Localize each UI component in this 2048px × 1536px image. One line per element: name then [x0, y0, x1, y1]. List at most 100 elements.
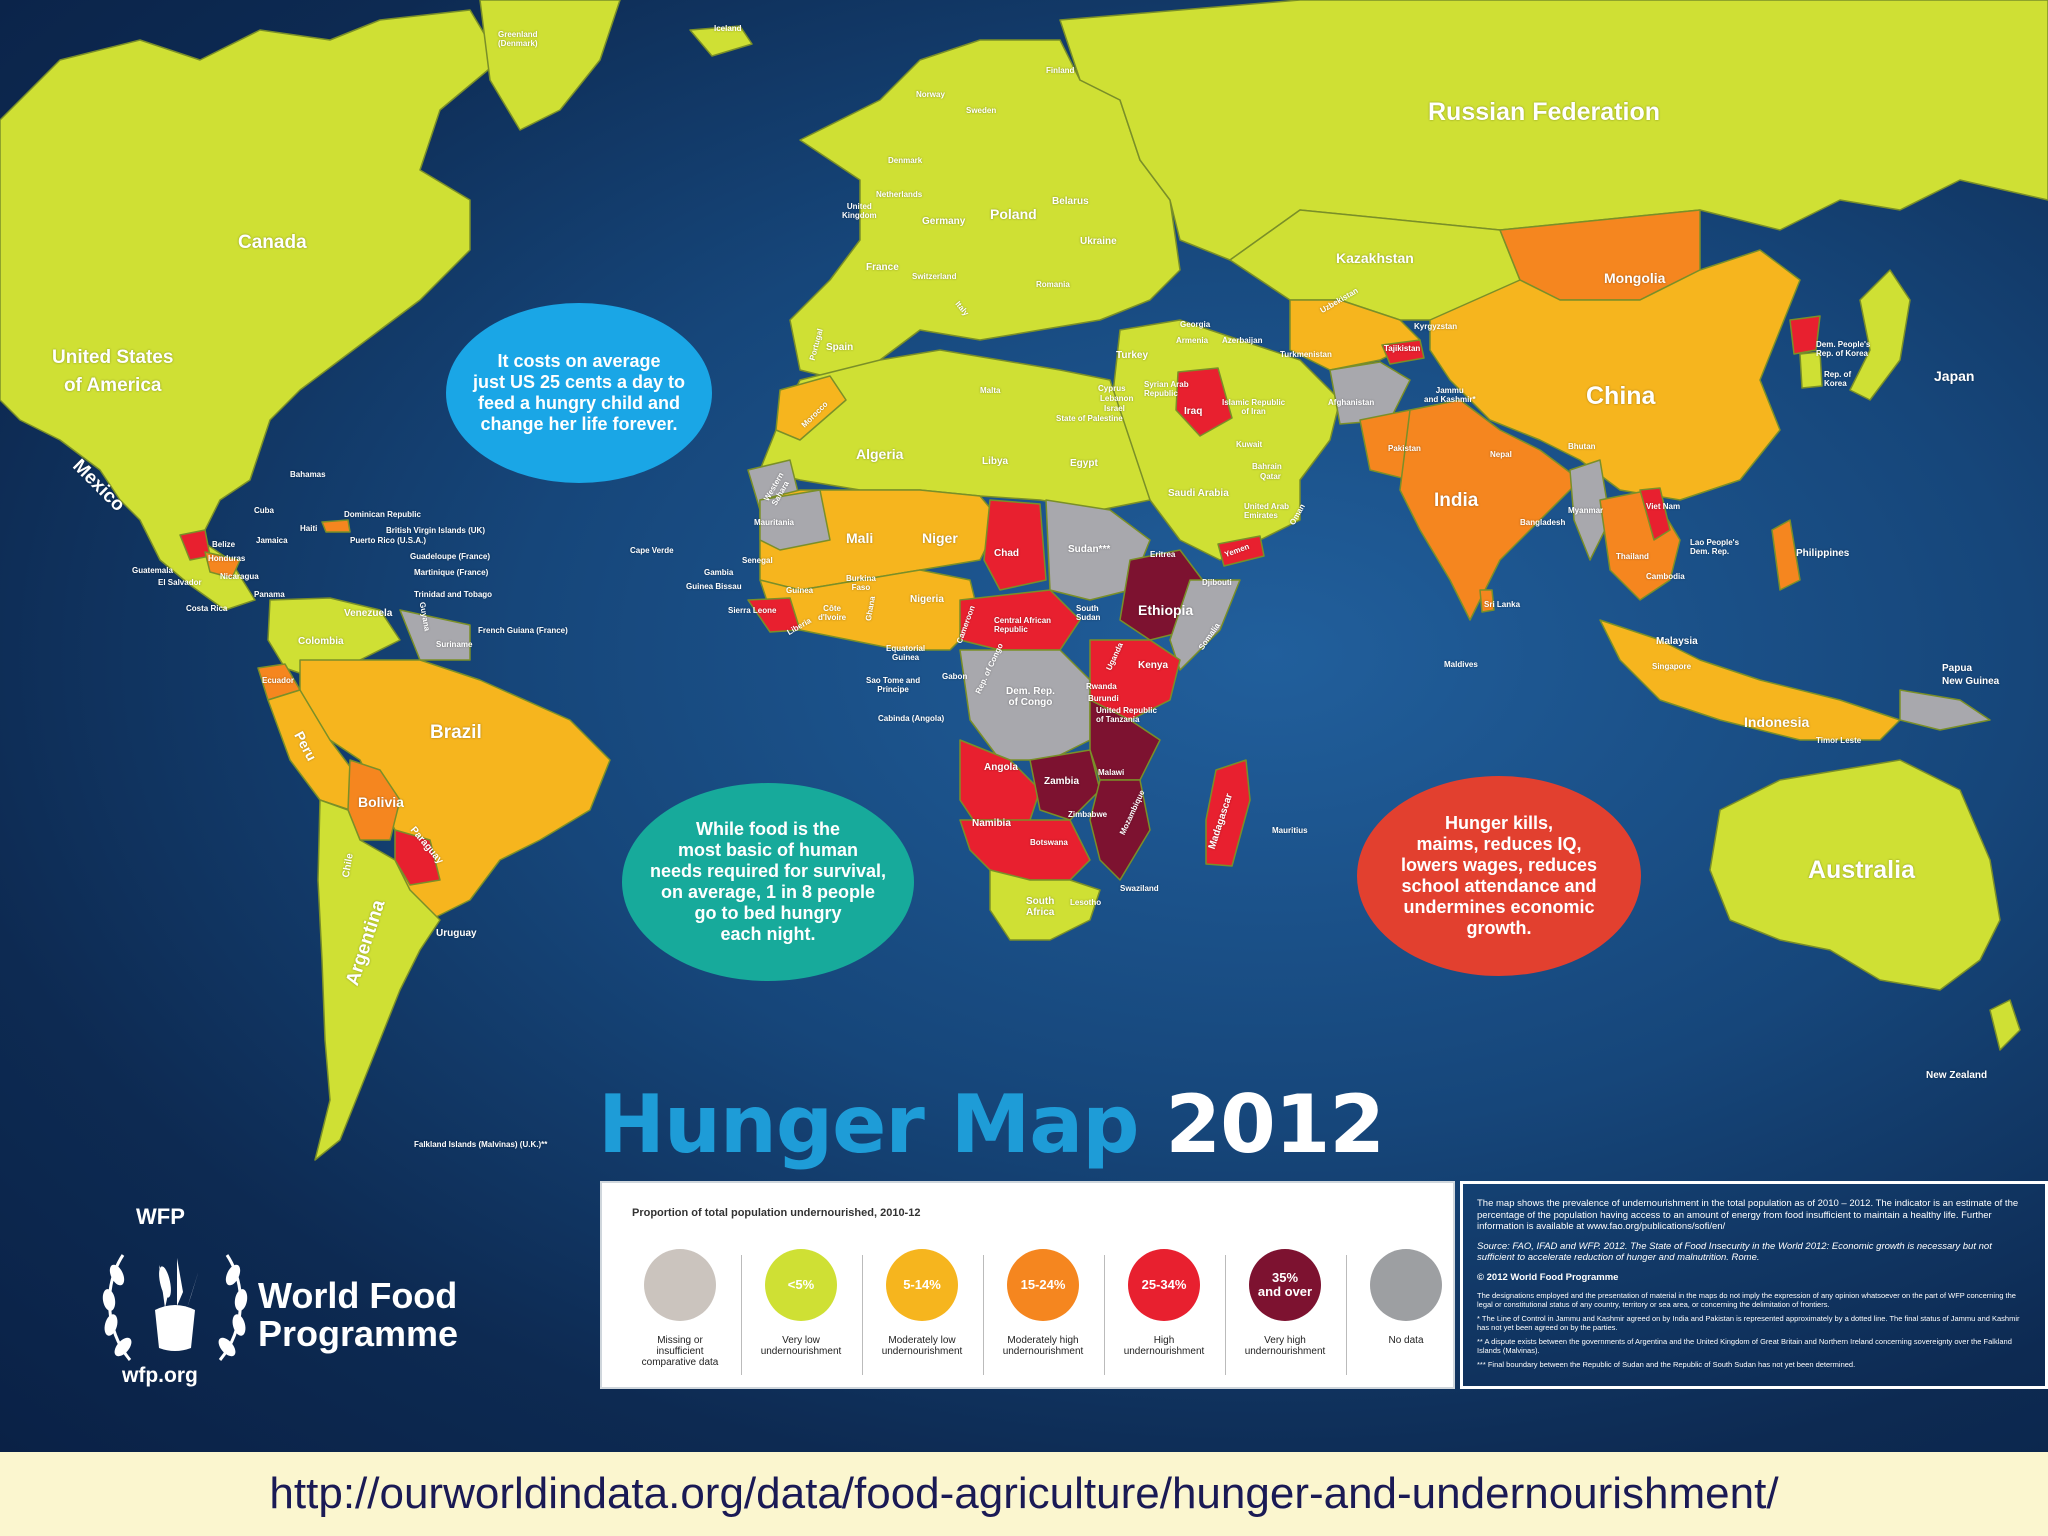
- label-china: China: [1586, 382, 1656, 410]
- region-southern-cone: [314, 799, 441, 1161]
- region-sri-lanka: [1479, 589, 1495, 613]
- legend-label: Very high undernourishment: [1244, 1335, 1326, 1357]
- label-mongolia: Mongolia: [1604, 270, 1666, 286]
- label-south-africa: South Africa: [1026, 896, 1055, 918]
- region-india: [1399, 399, 1581, 621]
- label-denmark: Denmark: [888, 156, 923, 165]
- legend-item: No data: [1348, 1249, 1464, 1346]
- label-maldives: Maldives: [1444, 660, 1478, 669]
- label-japan: Japan: [1934, 368, 1975, 384]
- legend-item: <5% Very low undernourishment: [743, 1249, 859, 1357]
- region-australia: [1709, 759, 2001, 991]
- label-nicaragua: Nicaragua: [220, 572, 259, 581]
- region-north-america: [0, 9, 501, 611]
- label-bangladesh: Bangladesh: [1520, 518, 1566, 527]
- label-swaziland: Swaziland: [1120, 884, 1159, 893]
- label-timor-leste: Timor Leste: [1816, 736, 1862, 745]
- region-morocco: [775, 375, 847, 441]
- label-palestine: State of Palestine: [1056, 414, 1123, 423]
- label-suriname: Suriname: [436, 640, 473, 649]
- legend-item: 25-34% High undernourishment: [1106, 1249, 1222, 1357]
- label-mauritania: Mauritania: [754, 518, 795, 527]
- note-description: The map shows the prevalence of undernou…: [1477, 1198, 2019, 1232]
- label-nigeria: Nigeria: [910, 594, 944, 605]
- region-mauritania: [759, 489, 831, 551]
- label-car: Central African Republic: [994, 616, 1052, 634]
- region-viet-nam: [1639, 487, 1671, 541]
- region-png: [1899, 689, 1991, 731]
- label-georgia: Georgia: [1180, 320, 1211, 329]
- legend-divider: [862, 1255, 863, 1375]
- region-madagascar: [1205, 759, 1251, 867]
- label-sierra-leone: Sierra Leone: [728, 606, 777, 615]
- label-burkina-faso: Burkina Faso: [846, 574, 876, 592]
- region-brazil: [299, 659, 611, 921]
- label-iraq: Iraq: [1184, 406, 1203, 417]
- legend-swatch: 5-14%: [886, 1249, 958, 1321]
- region-russia: [1059, 0, 2048, 261]
- label-iceland: Iceland: [714, 24, 742, 33]
- label-australia: Australia: [1808, 856, 1915, 884]
- region-mozambique: [1089, 779, 1151, 881]
- label-rwanda: Rwanda: [1086, 682, 1117, 691]
- label-guadeloupe: Guadeloupe (France): [410, 552, 491, 561]
- label-sweden: Sweden: [966, 106, 997, 115]
- label-guatemala: Guatemala: [132, 566, 173, 575]
- label-afghanistan: Afghanistan: [1328, 398, 1375, 407]
- label-bhutan: Bhutan: [1568, 442, 1596, 451]
- region-south-africa: [989, 869, 1101, 941]
- label-zambia: Zambia: [1044, 776, 1080, 787]
- label-france: France: [866, 262, 899, 273]
- label-angola: Angola: [984, 762, 1018, 773]
- region-iceland: [689, 25, 753, 57]
- label-saudi-arabia: Saudi Arabia: [1168, 488, 1229, 499]
- region-afghanistan: [1329, 361, 1411, 425]
- label-south-sudan: South Sudan: [1076, 604, 1101, 622]
- bubble-kills: Hunger kills, maims, reduces IQ, lowers …: [1357, 776, 1641, 976]
- label-bahamas: Bahamas: [290, 470, 326, 479]
- label-bvi: British Virgin Islands (UK): [386, 526, 485, 535]
- legend-title: Proportion of total population undernour…: [632, 1207, 921, 1219]
- label-senegal: Senegal: [742, 556, 773, 565]
- label-new-zealand: New Zealand: [1926, 1070, 1988, 1081]
- wfp-url: wfp.org: [122, 1364, 198, 1387]
- label-mali: Mali: [846, 530, 874, 546]
- label-korea: Rep. of Korea: [1824, 370, 1852, 388]
- label-greenland: Greenland (Denmark): [498, 30, 538, 48]
- bubble-food-text: While food is the most basic of human ne…: [649, 819, 887, 944]
- label-cyprus-lebanon: Cyprus: [1098, 384, 1126, 393]
- label-el-salvador: El Salvador: [158, 578, 202, 587]
- label-turkey: Turkey: [1116, 350, 1149, 361]
- label-finland: Finland: [1046, 66, 1075, 75]
- label-niger: Niger: [922, 530, 958, 546]
- region-caribbean-haiti: [321, 519, 351, 533]
- label-eritrea: Eritrea: [1150, 550, 1176, 559]
- legend-label: No data: [1388, 1335, 1424, 1346]
- note-copyright: © 2012 World Food Programme: [1477, 1271, 1619, 1283]
- label-uae: United Arab Emirates: [1244, 502, 1290, 520]
- label-chad: Chad: [994, 548, 1019, 559]
- source-url-link[interactable]: http://ourworldindata.org/data/food-agri…: [0, 1452, 2048, 1536]
- region-malaysia-indonesia: [1599, 619, 1901, 741]
- hunger-map: Russian Federation Canada United States …: [0, 0, 2048, 1452]
- label-iran: Islamic Republic of Iran: [1222, 398, 1286, 416]
- legend-item: 5-14% Moderately low undernourishment: [864, 1249, 980, 1357]
- label-brazil: Brazil: [430, 722, 482, 743]
- label-cape-verde: Cape Verde: [630, 546, 674, 555]
- label-azerbaijan: Azerbaijan: [1222, 336, 1263, 345]
- note-source: Source: FAO, IFAD and WFP. 2012. The Sta…: [1477, 1240, 1992, 1264]
- label-kyrgyzstan: Kyrgyzstan: [1414, 322, 1458, 331]
- region-myanmar: [1569, 459, 1611, 561]
- region-philippines: [1771, 519, 1801, 591]
- region-greenland: [479, 0, 621, 131]
- label-philippines: Philippines: [1796, 548, 1850, 559]
- label-puerto-rico: Puerto Rico (U.S.A.): [350, 536, 427, 545]
- label-haiti: Haiti: [300, 524, 318, 533]
- label-qatar: Qatar: [1260, 472, 1281, 481]
- legend-divider: [1104, 1255, 1105, 1375]
- label-zimbabwe: Zimbabwe: [1068, 810, 1108, 819]
- label-russia: Russian Federation: [1428, 98, 1660, 126]
- world-map: [0, 0, 2048, 1161]
- region-dprk: [1789, 315, 1821, 355]
- legend: Proportion of total population undernour…: [600, 1181, 1455, 1389]
